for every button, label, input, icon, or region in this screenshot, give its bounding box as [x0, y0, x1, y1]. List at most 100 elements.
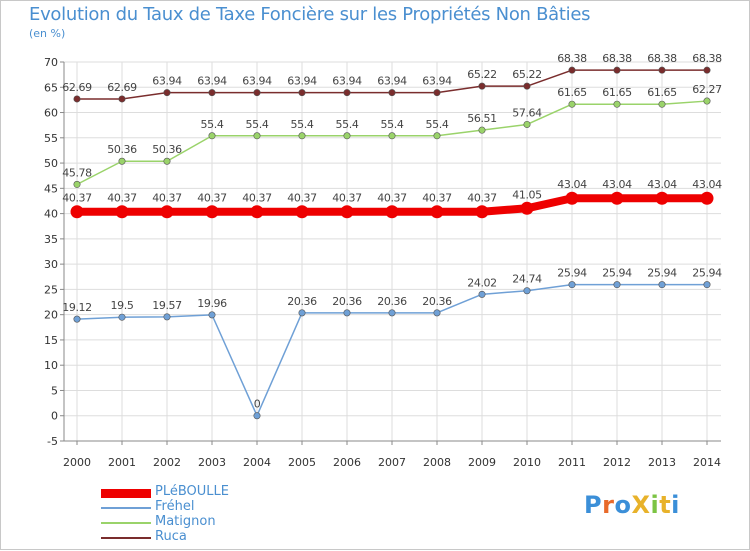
data-label-ruca: 65.22	[512, 68, 542, 81]
data-label-fr-hel: 25.94	[647, 267, 677, 280]
data-label-matignon: 62.27	[692, 83, 722, 96]
data-label-fr-hel: 20.36	[377, 295, 407, 308]
data-label-pl-boulle: 40.37	[242, 192, 272, 205]
data-label-ruca: 68.38	[692, 52, 722, 65]
y-tick-label: 35	[44, 233, 58, 246]
data-label-fr-hel: 19.12	[62, 301, 92, 314]
x-tick-label: 2014	[693, 456, 721, 469]
data-label-ruca: 65.22	[467, 68, 497, 81]
data-point-fr-hel	[253, 412, 261, 420]
legend-swatch-fr-hel	[101, 507, 151, 509]
data-point-ruca	[568, 66, 576, 74]
data-label-pl-boulle: 40.37	[422, 192, 452, 205]
x-tick-label: 2003	[198, 456, 226, 469]
data-point-ruca	[163, 89, 171, 97]
data-label-fr-hel: 24.02	[467, 276, 497, 289]
data-point-pl-boulle	[340, 205, 354, 219]
data-label-matignon: 56.51	[467, 112, 497, 125]
data-label-ruca: 63.94	[287, 75, 317, 88]
data-label-ruca: 68.38	[557, 52, 587, 65]
data-point-matignon	[253, 132, 261, 140]
data-point-ruca	[208, 89, 216, 97]
data-point-fr-hel	[73, 315, 81, 323]
y-tick-label: 70	[44, 56, 58, 69]
data-label-pl-boulle: 43.04	[692, 178, 722, 191]
data-label-matignon: 55.4	[336, 118, 359, 131]
y-tick-label: 30	[44, 258, 58, 271]
data-point-matignon	[163, 157, 171, 165]
data-point-matignon	[298, 132, 306, 140]
y-tick-label: 25	[44, 283, 58, 296]
x-tick-label: 2007	[378, 456, 406, 469]
data-label-pl-boulle: 40.37	[197, 192, 227, 205]
data-point-ruca	[703, 66, 711, 74]
y-tick-label: 60	[44, 107, 58, 120]
data-point-fr-hel	[433, 309, 441, 317]
data-point-pl-boulle	[655, 191, 669, 205]
data-point-pl-boulle	[70, 205, 84, 219]
y-tick-label: -5	[47, 435, 58, 448]
data-label-pl-boulle: 43.04	[557, 178, 587, 191]
x-tick-label: 2004	[243, 456, 271, 469]
data-label-pl-boulle: 40.37	[62, 192, 92, 205]
logo-letter: t	[659, 491, 672, 519]
data-point-ruca	[613, 66, 621, 74]
data-point-matignon	[568, 100, 576, 108]
data-point-fr-hel	[343, 309, 351, 317]
data-point-matignon	[658, 100, 666, 108]
data-point-fr-hel	[388, 309, 396, 317]
data-label-ruca: 68.38	[647, 52, 677, 65]
data-label-ruca: 68.38	[602, 52, 632, 65]
data-point-ruca	[478, 82, 486, 90]
legend-label-pl-boulle: PLéBOULLE	[155, 484, 229, 499]
data-point-matignon	[388, 132, 396, 140]
logo-letter: i	[650, 491, 660, 519]
data-point-ruca	[343, 89, 351, 97]
y-axis-ticks: -5 0 5 10 15 20 25 30 35 40 45 50 55 60 65 70	[44, 56, 64, 448]
data-point-matignon	[73, 180, 81, 188]
y-tick-label: 45	[44, 182, 58, 195]
data-label-ruca: 63.94	[332, 75, 362, 88]
data-label-ruca: 63.94	[242, 75, 272, 88]
x-tick-label: 2006	[333, 456, 361, 469]
data-point-ruca	[523, 82, 531, 90]
y-tick-label: 20	[44, 309, 58, 322]
x-tick-label: 2005	[288, 456, 316, 469]
data-label-fr-hel: 19.96	[197, 297, 227, 310]
data-point-pl-boulle	[475, 205, 489, 219]
data-label-matignon: 57.64	[512, 106, 542, 119]
y-tick-label: 10	[44, 359, 58, 372]
data-point-fr-hel	[118, 313, 126, 321]
data-point-fr-hel	[523, 287, 531, 295]
data-label-matignon: 55.4	[246, 118, 269, 131]
data-point-pl-boulle	[205, 205, 219, 219]
data-point-pl-boulle	[115, 205, 129, 219]
data-label-pl-boulle: 40.37	[377, 192, 407, 205]
x-tick-label: 2010	[513, 456, 541, 469]
data-label-ruca: 62.69	[107, 81, 137, 94]
data-label-matignon: 61.65	[647, 86, 677, 99]
data-label-matignon: 55.4	[426, 118, 449, 131]
series-group	[70, 66, 714, 420]
data-point-matignon	[118, 157, 126, 165]
data-label-pl-boulle: 40.37	[107, 192, 137, 205]
legend-label-fr-hel: Fréhel	[155, 499, 195, 514]
y-tick-label: 55	[44, 132, 58, 145]
data-label-matignon: 55.4	[201, 118, 224, 131]
data-label-fr-hel: 0	[254, 398, 261, 411]
logo-letter: P	[584, 491, 603, 519]
data-point-matignon	[523, 120, 531, 128]
data-point-matignon	[343, 132, 351, 140]
data-point-fr-hel	[703, 281, 711, 289]
data-point-ruca	[253, 89, 261, 97]
data-point-fr-hel	[208, 311, 216, 319]
data-label-matignon: 55.4	[381, 118, 404, 131]
data-label-fr-hel: 20.36	[422, 295, 452, 308]
y-tick-label: 40	[44, 208, 58, 221]
y-tick-label: 15	[44, 334, 58, 347]
data-label-pl-boulle: 40.37	[287, 192, 317, 205]
data-label-matignon: 50.36	[107, 143, 137, 156]
y-tick-label: 65	[44, 81, 58, 94]
data-label-ruca: 63.94	[377, 75, 407, 88]
